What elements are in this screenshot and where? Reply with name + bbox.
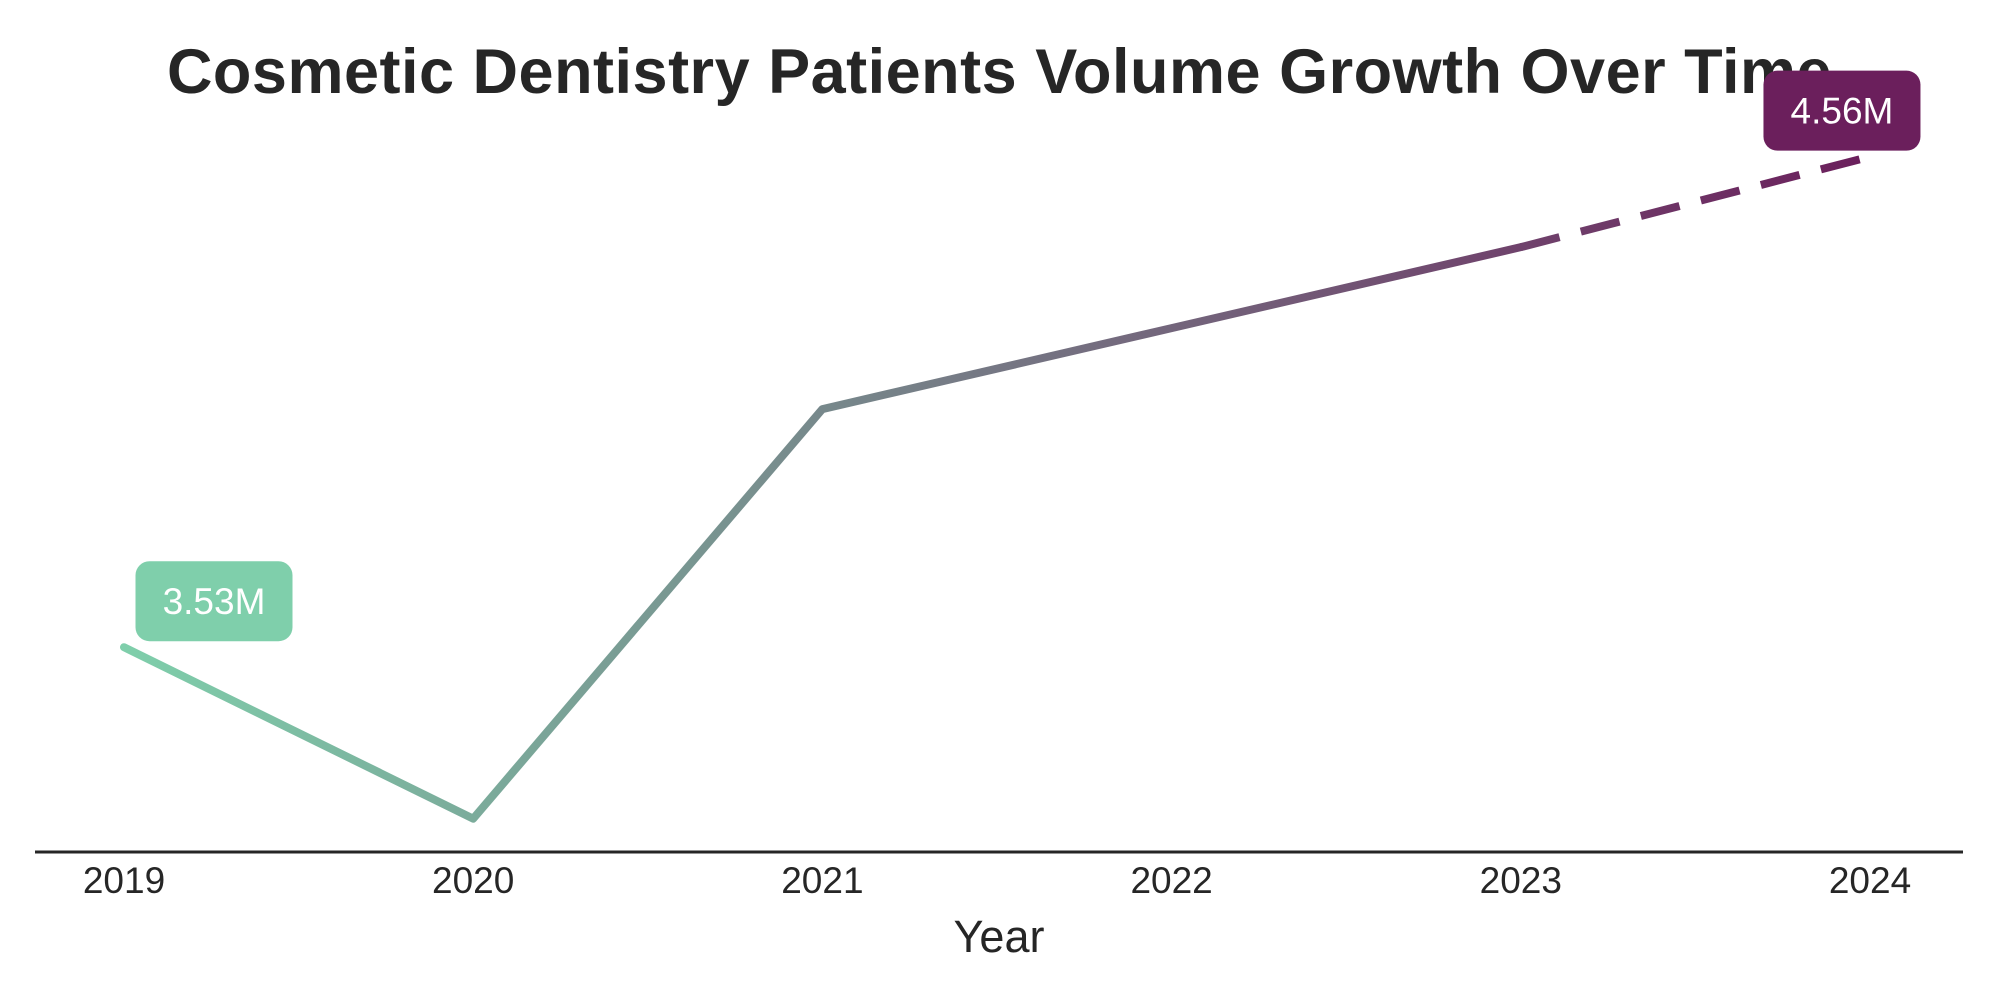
annotation-badge-bg [135,561,293,642]
annotation-label: 3.53M [163,581,266,622]
x-tick-label-2023: 2023 [1480,860,1562,901]
x-tick-label-2020: 2020 [432,860,514,901]
annotation-badge-2019: 3.53M [135,561,293,642]
annotation-label: 4.56M [1791,91,1894,132]
data-point-2024 [1866,153,1874,161]
x-axis-title: Year [954,911,1045,962]
annotation-badge-bg [1763,70,1921,151]
annotation-group: 3.53M 4.56M [135,70,1921,642]
series-line-projected [1519,152,1872,252]
series-group [120,152,1874,823]
x-tick-label-2019: 2019 [83,860,165,901]
series-line-actual [120,243,1525,823]
x-tick-label-2022: 2022 [1130,860,1212,901]
annotation-badge-2024: 4.56M [1763,70,1921,151]
x-tick-label-2021: 2021 [781,860,863,901]
chart-title: Cosmetic Dentistry Patients Volume Growt… [166,37,1833,107]
x-tick-label-2024: 2024 [1829,860,1911,901]
x-tick-labels: 2019 2020 2021 2022 2023 2024 [83,860,1911,901]
